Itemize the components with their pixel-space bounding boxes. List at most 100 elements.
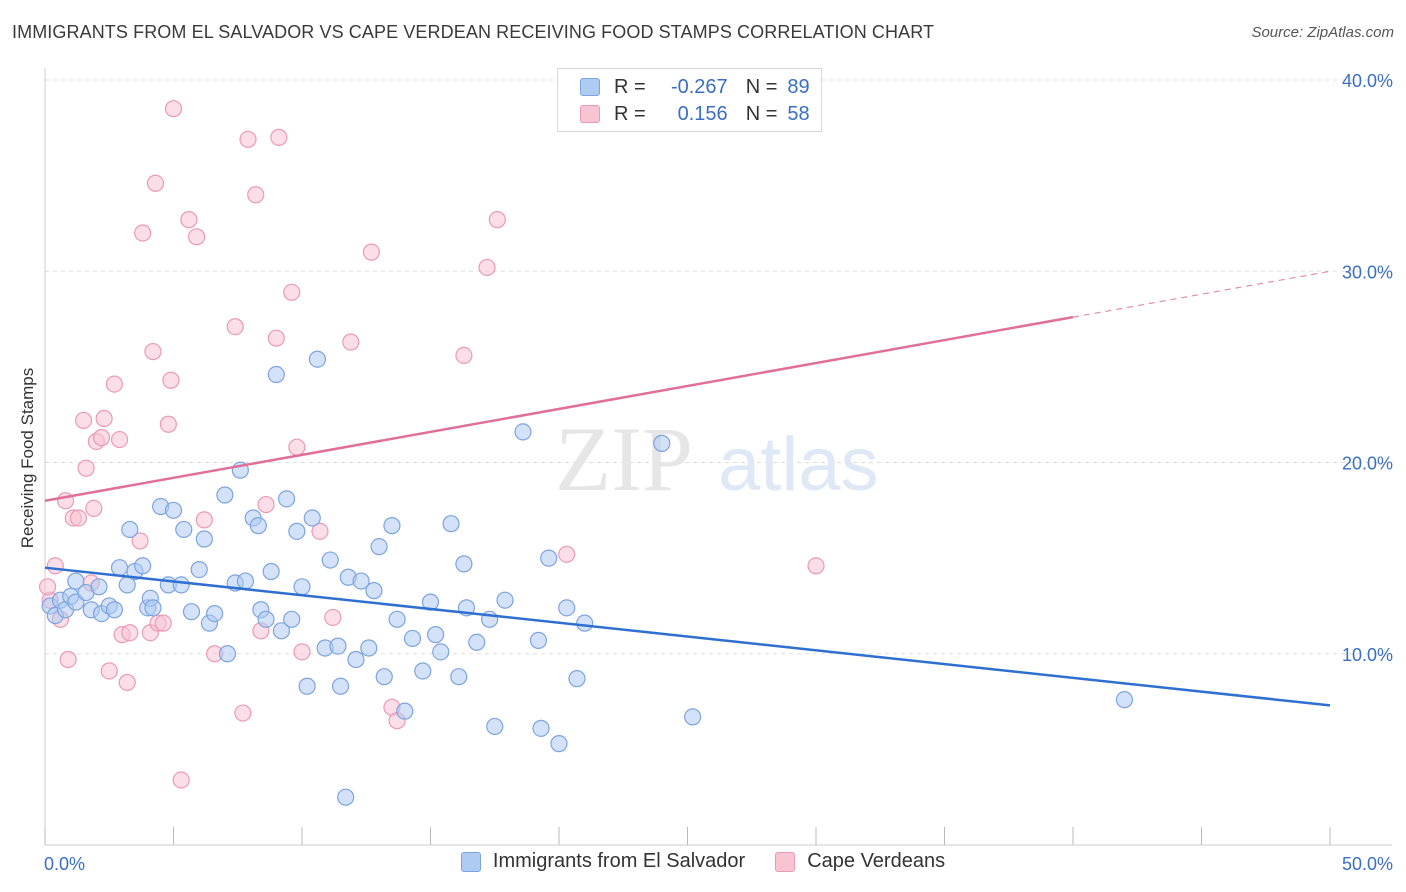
point-el-salvador	[105, 601, 123, 619]
tick-labels: 10.0% 20.0% 30.0% 40.0% 0.0% 50.0%	[44, 71, 1393, 874]
point-el-salvador	[370, 538, 388, 556]
point-el-salvador	[236, 572, 255, 590]
point-el-salvador	[455, 555, 473, 573]
point-el-salvador	[175, 520, 193, 539]
legend-item-el-salvador: Immigrants from El Salvador	[460, 850, 746, 873]
point-cape-verdeans	[324, 608, 342, 627]
legend-n-label: N =	[745, 75, 778, 98]
point-el-salvador	[121, 520, 139, 539]
trend-line	[44, 315, 1074, 502]
y-tick-label: 10.0%	[1342, 645, 1393, 665]
point-el-salvador	[468, 633, 486, 651]
legend-label-el-salvador: Immigrants from El Salvador	[492, 850, 746, 872]
point-el-salvador	[288, 522, 306, 540]
point-el-salvador	[486, 717, 504, 736]
y-tick-label: 40.0%	[1342, 71, 1393, 91]
point-el-salvador	[450, 668, 468, 686]
point-el-salvador	[550, 735, 568, 753]
point-el-salvador	[272, 622, 291, 640]
series-legend: Immigrants from El Salvador Cape Verdean…	[0, 850, 1406, 873]
point-cape-verdeans	[69, 509, 88, 527]
y-axis-label: Receiving Food Stamps	[18, 368, 37, 548]
point-cape-verdeans	[95, 409, 113, 428]
point-cape-verdeans	[807, 557, 825, 575]
point-cape-verdeans	[46, 557, 64, 575]
point-el-salvador	[532, 719, 550, 737]
point-el-salvador	[182, 603, 201, 621]
legend-swatch-pink	[580, 105, 600, 123]
point-el-salvador	[1115, 691, 1134, 709]
point-cape-verdeans	[488, 211, 506, 229]
point-el-salvador	[172, 576, 190, 594]
legend-r-value: -0.267	[670, 75, 728, 98]
point-cape-verdeans	[59, 650, 77, 669]
point-el-salvador	[396, 702, 414, 720]
point-cape-verdeans	[180, 211, 198, 229]
legend-swatch-blue	[580, 78, 600, 96]
point-cape-verdeans	[74, 411, 93, 430]
point-cape-verdeans	[77, 459, 95, 477]
point-cape-verdeans	[239, 130, 257, 148]
point-el-salvador	[331, 677, 350, 695]
point-el-salvador	[249, 517, 267, 535]
point-el-salvador	[164, 501, 183, 519]
point-cape-verdeans	[283, 283, 301, 301]
point-cape-verdeans	[154, 614, 172, 632]
y-tick-label: 30.0%	[1342, 262, 1393, 282]
point-el-salvador	[684, 708, 702, 726]
point-cape-verdeans	[172, 771, 190, 789]
legend-swatch-blue	[460, 851, 481, 872]
point-cape-verdeans	[478, 258, 496, 277]
point-cape-verdeans	[110, 430, 129, 449]
point-el-salvador	[514, 423, 532, 441]
point-el-salvador	[110, 559, 129, 577]
point-el-salvador	[277, 490, 296, 508]
x-tick-label: 0.0%	[44, 854, 85, 874]
point-el-salvador	[388, 610, 406, 628]
point-cape-verdeans	[100, 662, 118, 680]
point-el-salvador	[653, 434, 671, 452]
point-el-salvador	[442, 515, 460, 533]
point-el-salvador	[195, 530, 213, 548]
point-el-salvador	[308, 350, 327, 368]
point-el-salvador	[190, 560, 208, 579]
point-el-salvador	[67, 572, 85, 590]
legend-row-pink: R = 0.156 N = 58	[580, 101, 810, 127]
point-cape-verdeans	[342, 333, 360, 351]
point-cape-verdeans	[267, 329, 285, 347]
point-cape-verdeans	[38, 578, 57, 596]
point-el-salvador	[262, 562, 280, 581]
point-el-salvador	[283, 610, 301, 628]
point-el-salvador	[558, 599, 576, 617]
point-cape-verdeans	[118, 673, 136, 692]
point-el-salvador	[427, 626, 445, 644]
point-cape-verdeans	[121, 624, 139, 642]
point-el-salvador	[303, 509, 321, 527]
point-cape-verdeans	[146, 174, 165, 192]
point-cape-verdeans	[226, 318, 244, 336]
point-el-salvador	[529, 631, 548, 649]
legend-n-value: 58	[787, 102, 810, 125]
point-el-salvador	[352, 572, 370, 590]
point-el-salvador	[568, 670, 586, 688]
point-cape-verdeans	[362, 243, 380, 261]
point-el-salvador	[432, 643, 450, 661]
point-cape-verdeans	[134, 224, 152, 242]
watermark-atlas: atlas	[718, 422, 879, 507]
point-el-salvador	[347, 650, 365, 669]
point-cape-verdeans	[247, 186, 265, 204]
point-cape-verdeans	[234, 704, 252, 722]
point-el-salvador	[337, 788, 355, 806]
point-cape-verdeans	[455, 346, 473, 364]
point-cape-verdeans	[159, 415, 177, 433]
point-cape-verdeans	[144, 342, 162, 361]
legend-label-cape-verdeans: Cape Verdeans	[807, 850, 946, 872]
axes	[44, 68, 1392, 846]
point-cape-verdeans	[92, 429, 111, 447]
point-el-salvador	[293, 578, 311, 596]
legend-r-label: R =	[614, 102, 646, 125]
trend-line-extension	[1072, 270, 1331, 318]
watermark-zip: ZIP	[555, 408, 693, 510]
y-tick-label: 20.0%	[1342, 454, 1393, 474]
